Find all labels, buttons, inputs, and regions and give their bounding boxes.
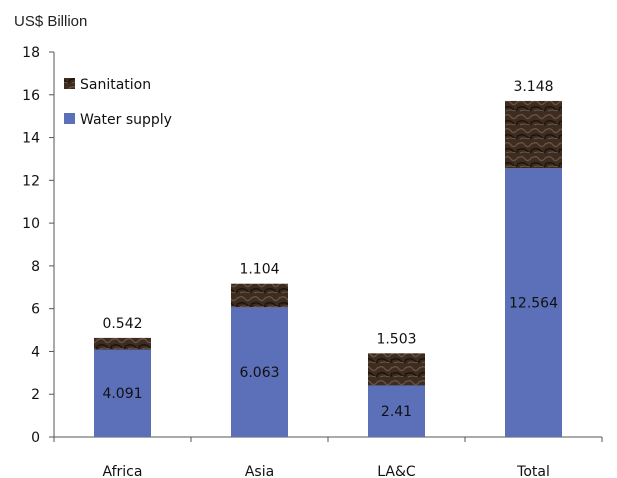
bar-sanitation-la-c bbox=[368, 353, 425, 386]
y-unit-label: US$ Billion bbox=[14, 13, 87, 30]
category-label-total: Total bbox=[516, 464, 550, 478]
data-label-water-supply-la-c: 2.41 bbox=[381, 404, 412, 420]
y-tick-label: 8 bbox=[31, 259, 40, 275]
y-tick-label: 6 bbox=[31, 302, 40, 318]
legend: Sanitation Water supply bbox=[64, 77, 172, 128]
bar-water-supply-asia bbox=[231, 307, 288, 437]
category-label-africa: Africa bbox=[103, 464, 143, 478]
y-tick-label: 2 bbox=[31, 387, 40, 403]
bar-water-supply-la-c bbox=[368, 385, 425, 437]
y-tick-label: 0 bbox=[31, 430, 40, 446]
data-label-water-supply-total: 12.564 bbox=[509, 296, 558, 312]
legend-swatch-sanitation bbox=[64, 78, 75, 89]
legend-swatch-water-supply bbox=[64, 113, 75, 124]
data-label-sanitation-total: 3.148 bbox=[513, 79, 553, 95]
category-label-la-c: LA&C bbox=[377, 464, 416, 478]
bar-sanitation-total bbox=[505, 100, 562, 169]
y-axis: 0 2 4 6 8 10 12 14 16 18 bbox=[22, 45, 55, 446]
legend-label-water-supply: Water supply bbox=[80, 112, 172, 128]
bars: 4.091 0.542 6.063 1.104 2.41 1.503 12.564 3.148 bbox=[94, 79, 562, 437]
bar-water-supply-total bbox=[505, 168, 562, 437]
y-tick-label: 16 bbox=[22, 88, 40, 104]
bar-sanitation-asia bbox=[231, 283, 288, 308]
data-label-sanitation-africa: 0.542 bbox=[102, 316, 142, 332]
y-tick-label: 18 bbox=[22, 45, 40, 61]
y-tick-label: 12 bbox=[22, 173, 40, 189]
data-label-water-supply-asia: 6.063 bbox=[239, 365, 279, 381]
data-label-water-supply-africa: 4.091 bbox=[102, 386, 142, 402]
legend-label-sanitation: Sanitation bbox=[80, 77, 151, 93]
category-label-asia: Asia bbox=[245, 464, 274, 478]
y-tick-label: 10 bbox=[22, 216, 40, 232]
y-tick-label: 4 bbox=[31, 344, 40, 360]
data-label-sanitation-asia: 1.104 bbox=[239, 262, 279, 278]
bar-sanitation-africa bbox=[94, 337, 151, 350]
y-tick-label: 14 bbox=[22, 131, 40, 147]
bar-water-supply-africa bbox=[94, 349, 151, 437]
data-label-sanitation-la-c: 1.503 bbox=[376, 331, 416, 347]
x-axis: Africa Asia LA&C Total bbox=[53, 436, 603, 478]
